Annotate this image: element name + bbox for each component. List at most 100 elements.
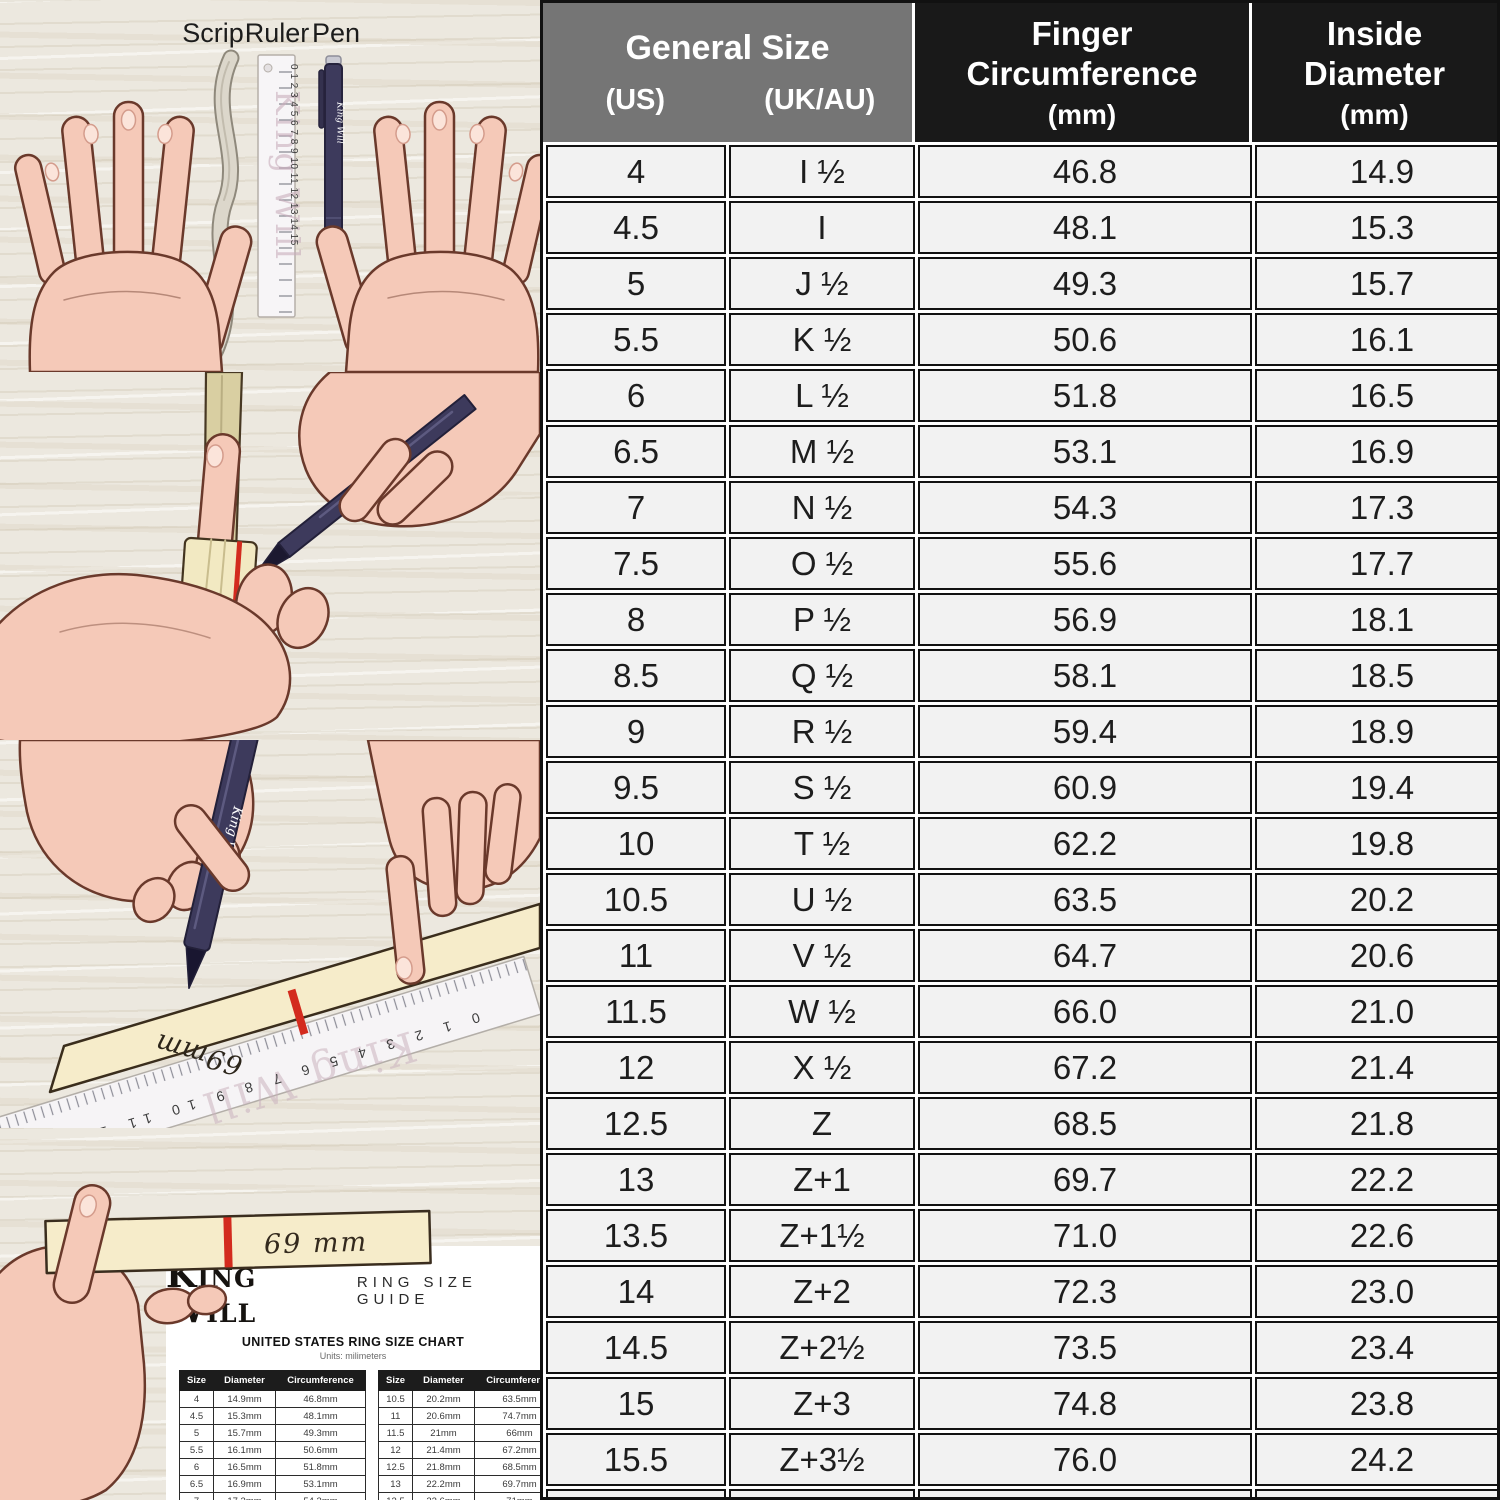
- ukau-size-cell: I: [729, 201, 915, 254]
- size-table-row: 16 Z+4 77.3 24.6: [546, 1489, 1497, 1497]
- header-finger-circumference: Finger Circumference (mm): [915, 3, 1249, 142]
- us-label: (US): [605, 84, 666, 117]
- ukau-size-cell: P ½: [729, 593, 915, 646]
- us-size-cell: 5: [546, 257, 726, 310]
- ukau-size-cell: S ½: [729, 761, 915, 814]
- size-table-row: 6 L ½ 51.8 16.5: [546, 369, 1497, 422]
- diameter-cell: 17.3: [1255, 481, 1497, 534]
- ruler-illustration: King Will 0 1 2 3 4 5 6 7 8 9 10 11 12 1…: [257, 54, 307, 318]
- size-table-row: 11.5 W ½ 66.0 21.0: [546, 985, 1497, 1038]
- circumference-cell: 46.8: [918, 145, 1252, 198]
- size-table-row: 15 Z+3 74.8 23.8: [546, 1377, 1497, 1430]
- circumference-cell: 64.7: [918, 929, 1252, 982]
- pressing-hand-illustration: [366, 740, 540, 985]
- printed-size-card: King Will RING SIZE GUIDE UNITED STATES …: [166, 1246, 540, 1500]
- size-table-row: 9.5 S ½ 60.9 19.4: [546, 761, 1497, 814]
- mini-table-row: 5.5 16.1mm 50.6mm: [179, 1441, 366, 1459]
- mini-col-diameter: Diameter: [213, 1370, 276, 1391]
- mini-table-row: 4.5 15.3mm 48.1mm: [179, 1407, 366, 1425]
- ruler-label: Ruler: [245, 18, 310, 48]
- ukau-size-cell: M ½: [729, 425, 915, 478]
- circumference-cell: 66.0: [918, 985, 1252, 1038]
- mini-table-row: 12.5 21.8mm 68.5mm: [378, 1458, 540, 1476]
- diameter-cell: 19.8: [1255, 817, 1497, 870]
- ruler-numbers: 0 1 2 3 4 5 6 7 8 9 10 11 12 13 14 15: [288, 64, 299, 246]
- circumference-cell: 58.1: [918, 649, 1252, 702]
- circumference-cell: 48.1: [918, 201, 1252, 254]
- diameter-cell: 15.3: [1255, 201, 1497, 254]
- us-size-cell: 10.5: [546, 873, 726, 926]
- us-size-cell: 13: [546, 1153, 726, 1206]
- mini-size-table-left: Size Diameter Circumference 4 14.9mm 46.…: [179, 1370, 366, 1500]
- size-rows-table: 4 I ½ 46.8 14.9 4.5 I 48.1 15.3 5: [543, 142, 1497, 1497]
- size-table-row: 7 N ½ 54.3 17.3: [546, 481, 1497, 534]
- card-units: Units: milimeters: [319, 1351, 387, 1361]
- circumference-cell: 60.9: [918, 761, 1252, 814]
- mm-unit-label: (mm): [1047, 99, 1117, 131]
- size-table-row: 4.5 I 48.1 15.3: [546, 201, 1497, 254]
- us-size-cell: 12.5: [546, 1097, 726, 1150]
- diameter-cell: 24.2: [1255, 1433, 1497, 1486]
- us-size-cell: 9.5: [546, 761, 726, 814]
- us-size-cell: 6.5: [546, 425, 726, 478]
- ukau-size-cell: T ½: [729, 817, 915, 870]
- mini-table-row: 11.5 21mm 66mm: [378, 1424, 540, 1442]
- brand-logo: King Will: [166, 1255, 257, 1331]
- size-table-row: 7.5 O ½ 55.6 17.7: [546, 537, 1497, 590]
- ring-size-conversion-table: General Size (US) (UK/AU) Finger Circumf…: [540, 0, 1500, 1500]
- us-size-cell: 9: [546, 705, 726, 758]
- diameter-cell: 20.2: [1255, 873, 1497, 926]
- us-size-cell: 4.5: [546, 201, 726, 254]
- circumference-cell: 56.9: [918, 593, 1252, 646]
- size-table-row: 14 Z+2 72.3 23.0: [546, 1265, 1497, 1318]
- mini-col-size: Size: [179, 1370, 214, 1391]
- diameter-cell: 16.9: [1255, 425, 1497, 478]
- circumference-cell: 72.3: [918, 1265, 1252, 1318]
- circumference-cell: 63.5: [918, 873, 1252, 926]
- us-size-cell: 4: [546, 145, 726, 198]
- us-size-cell: 12: [546, 1041, 726, 1094]
- size-table-row: 14.5 Z+2½ 73.5 23.4: [546, 1321, 1497, 1374]
- us-size-cell: 11.5: [546, 985, 726, 1038]
- ukau-size-cell: Z+2½: [729, 1321, 915, 1374]
- circumference-cell: 53.1: [918, 425, 1252, 478]
- ukau-label: (UK/AU): [764, 84, 876, 117]
- mini-table-row: 6 16.5mm 51.8mm: [179, 1458, 366, 1476]
- header-inside-diameter: Inside Diameter (mm): [1252, 3, 1497, 142]
- palm-illustration: [0, 573, 292, 740]
- ukau-size-cell: Z+3½: [729, 1433, 915, 1486]
- circumference-cell: 77.3: [918, 1489, 1252, 1497]
- circumference-cell: 49.3: [918, 257, 1252, 310]
- ukau-size-cell: V ½: [729, 929, 915, 982]
- diameter-cell: 15.7: [1255, 257, 1497, 310]
- us-size-cell: 15.5: [546, 1433, 726, 1486]
- circumference-cell: 54.3: [918, 481, 1252, 534]
- size-table-row: 5 J ½ 49.3 15.7: [546, 257, 1497, 310]
- ukau-size-cell: Z+3: [729, 1377, 915, 1430]
- red-mark: [232, 541, 243, 604]
- us-size-cell: 7.5: [546, 537, 726, 590]
- diameter-cell: 17.7: [1255, 537, 1497, 590]
- size-table-row: 6.5 M ½ 53.1 16.9: [546, 425, 1497, 478]
- circumference-cell: 74.8: [918, 1377, 1252, 1430]
- circumference-cell: 50.6: [918, 313, 1252, 366]
- diameter-cell: 22.6: [1255, 1209, 1497, 1262]
- diameter-cell: 14.9: [1255, 145, 1497, 198]
- pen-illustration: King Will: [318, 55, 345, 287]
- mm-unit-label: (mm): [1340, 99, 1409, 131]
- circumference-cell: 68.5: [918, 1097, 1252, 1150]
- ukau-size-cell: L ½: [729, 369, 915, 422]
- panel-wrap-finger: [0, 372, 540, 740]
- us-size-cell: 5.5: [546, 313, 726, 366]
- circumference-cell: 55.6: [918, 537, 1252, 590]
- mini-col-circumference: Circumference: [275, 1370, 366, 1391]
- ukau-size-cell: Q ½: [729, 649, 915, 702]
- mini-size-table-right: Size Diameter Circumference 10.5 20.2mm …: [378, 1370, 540, 1500]
- illustration-column: Scrip Ruler Pen King Will 0 1 2 3 4 5 6 …: [0, 0, 540, 1500]
- size-table-row: 10 T ½ 62.2 19.8: [546, 817, 1497, 870]
- diameter-cell: 23.8: [1255, 1377, 1497, 1430]
- size-table-row: 8.5 Q ½ 58.1 18.5: [546, 649, 1497, 702]
- diameter-cell: 22.2: [1255, 1153, 1497, 1206]
- ukau-size-cell: Z+1½: [729, 1209, 915, 1262]
